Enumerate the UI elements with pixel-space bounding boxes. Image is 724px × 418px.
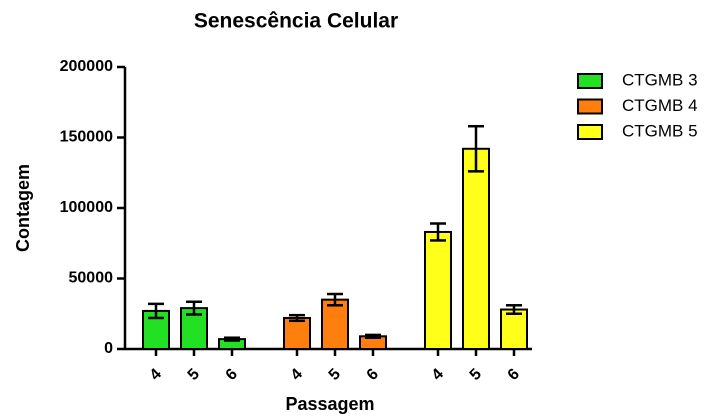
y-axis-label: Contagem bbox=[13, 164, 33, 252]
bar bbox=[424, 230, 452, 350]
y-tick-label: 200000 bbox=[60, 58, 113, 75]
error-bar bbox=[224, 336, 240, 342]
x-axis-label: Passagem bbox=[285, 394, 374, 414]
legend-label: CTGMB 5 bbox=[622, 121, 698, 140]
legend-swatch bbox=[577, 98, 603, 115]
error-bar bbox=[365, 333, 381, 339]
bar bbox=[283, 316, 311, 351]
chart-title: Senescência Celular bbox=[194, 10, 398, 33]
y-tick-label: 150000 bbox=[60, 129, 113, 146]
error-bar bbox=[506, 304, 522, 315]
x-tick-label: 5 bbox=[326, 366, 344, 384]
error-bar bbox=[430, 222, 446, 242]
bar bbox=[321, 298, 349, 350]
y-tick-label: 100000 bbox=[60, 199, 113, 216]
legend-label: CTGMB 4 bbox=[622, 96, 698, 115]
x-tick-label: 4 bbox=[147, 366, 165, 384]
legend-label: CTGMB 3 bbox=[622, 70, 698, 89]
legend-swatch bbox=[577, 124, 603, 140]
x-tick-label: 6 bbox=[505, 366, 523, 384]
x-tick-label: 4 bbox=[288, 366, 306, 384]
bar bbox=[462, 147, 490, 350]
x-tick-label: 5 bbox=[467, 366, 485, 384]
error-bar bbox=[148, 302, 164, 320]
error-bar bbox=[468, 124, 484, 173]
x-tick-label: 4 bbox=[429, 366, 447, 384]
bar bbox=[500, 308, 528, 350]
error-bar bbox=[289, 313, 305, 323]
legend-swatch bbox=[577, 73, 603, 89]
y-tick-label: 50000 bbox=[69, 270, 114, 287]
error-bar bbox=[186, 300, 202, 316]
error-bar bbox=[327, 292, 343, 307]
y-tick-label: 0 bbox=[104, 340, 113, 357]
x-tick-label: 6 bbox=[223, 366, 241, 384]
x-tick-label: 5 bbox=[185, 366, 203, 384]
x-tick-label: 6 bbox=[364, 366, 382, 384]
